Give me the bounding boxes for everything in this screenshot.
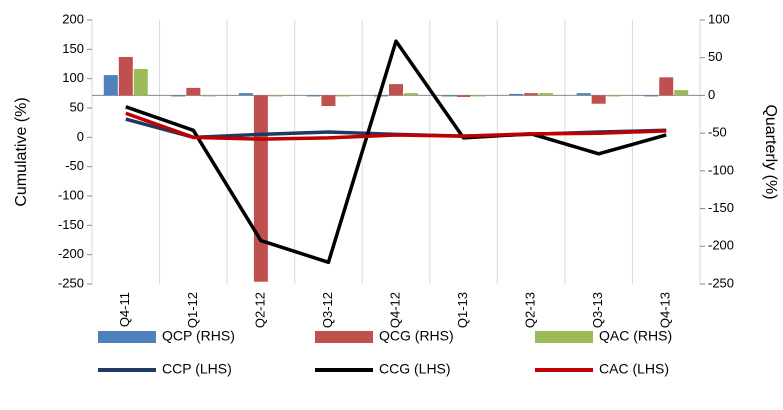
bar xyxy=(186,87,201,96)
y2-tick-label: -150 xyxy=(708,200,734,215)
y2-tick-label: 50 xyxy=(708,49,722,64)
line-series xyxy=(125,39,667,265)
x-tick-label: Q4-11 xyxy=(117,292,132,327)
y-tick-label: 50 xyxy=(70,99,84,114)
x-tick-label: Q4-13 xyxy=(658,292,673,328)
bar xyxy=(591,95,606,104)
x-tick-label: Q1-12 xyxy=(185,292,200,328)
bar xyxy=(238,93,253,96)
bar xyxy=(674,90,689,96)
bar xyxy=(389,84,403,96)
bar xyxy=(576,93,591,96)
legend-swatch xyxy=(315,331,373,343)
y2-tick-label: -50 xyxy=(708,125,727,140)
bar xyxy=(441,95,456,97)
y-tick-label: 0 xyxy=(77,129,84,144)
legend-label: CAC (LHS) xyxy=(599,361,669,377)
bar xyxy=(471,95,486,97)
legend-label: CCG (LHS) xyxy=(379,361,451,377)
x-tick-label: Q2-12 xyxy=(252,292,267,328)
legend-label: QCP (RHS) xyxy=(162,328,235,344)
y-tick-label: 150 xyxy=(62,41,84,56)
x-tick-label: Q2-13 xyxy=(523,292,538,328)
y-tick-label: -100 xyxy=(58,187,84,202)
legend-label: QCG (RHS) xyxy=(379,328,454,344)
bar xyxy=(509,93,524,96)
bar xyxy=(133,69,148,96)
bar xyxy=(253,95,268,282)
y-tick-label: 200 xyxy=(62,11,84,26)
bar xyxy=(171,95,186,97)
y-tick-label: 100 xyxy=(62,70,84,85)
bar xyxy=(118,56,133,96)
y-tick-label: -150 xyxy=(58,217,84,232)
bar xyxy=(539,93,554,96)
x-tick-label: Q4-12 xyxy=(387,292,402,328)
legend-swatch xyxy=(98,331,156,343)
y2-tick-label: 100 xyxy=(708,11,730,26)
y-tick-label: -50 xyxy=(65,158,84,173)
bar xyxy=(524,93,539,96)
y2-tick-label: -200 xyxy=(708,238,734,253)
x-tick-label: Q3-12 xyxy=(320,292,335,328)
bar xyxy=(201,95,216,97)
bar xyxy=(659,77,674,96)
y2-tick-label: -100 xyxy=(708,162,734,177)
legend-label: CCP (LHS) xyxy=(162,361,232,377)
x-tick-label: Q1-13 xyxy=(455,292,470,328)
bar xyxy=(336,95,351,97)
bar xyxy=(268,95,283,97)
legend-swatch xyxy=(535,331,593,343)
y2-tick-label: -250 xyxy=(708,275,734,290)
y-tick-label: -250 xyxy=(58,275,84,290)
y2-axis-title: Quarterly (%) xyxy=(762,104,779,199)
bar xyxy=(306,95,321,97)
x-tick-label: Q3-13 xyxy=(590,292,605,328)
bar xyxy=(404,93,418,96)
bar xyxy=(103,75,118,96)
y-tick-label: -200 xyxy=(58,246,84,261)
legend-label: QAC (RHS) xyxy=(599,328,672,344)
bar xyxy=(321,95,336,106)
bar xyxy=(606,95,621,97)
y2-tick-label: 0 xyxy=(708,87,715,102)
bar xyxy=(456,95,471,97)
y-axis-title: Cumulative (%) xyxy=(13,97,30,206)
line-series xyxy=(125,111,667,141)
bar xyxy=(644,95,659,97)
